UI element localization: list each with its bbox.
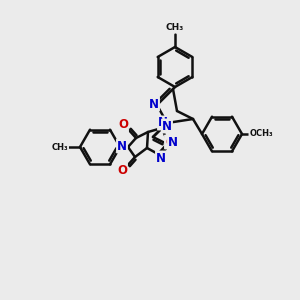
Text: CH₃: CH₃ [52,142,68,152]
Text: N: N [158,116,168,130]
Text: N: N [162,119,172,133]
Text: OCH₃: OCH₃ [249,130,273,139]
Text: N: N [117,140,127,152]
Text: O: O [117,164,127,176]
Text: N: N [156,152,166,164]
Text: N: N [168,136,178,149]
Text: O: O [118,118,128,131]
Text: O: O [165,136,175,148]
Text: N: N [149,98,159,110]
Text: CH₃: CH₃ [166,23,184,32]
